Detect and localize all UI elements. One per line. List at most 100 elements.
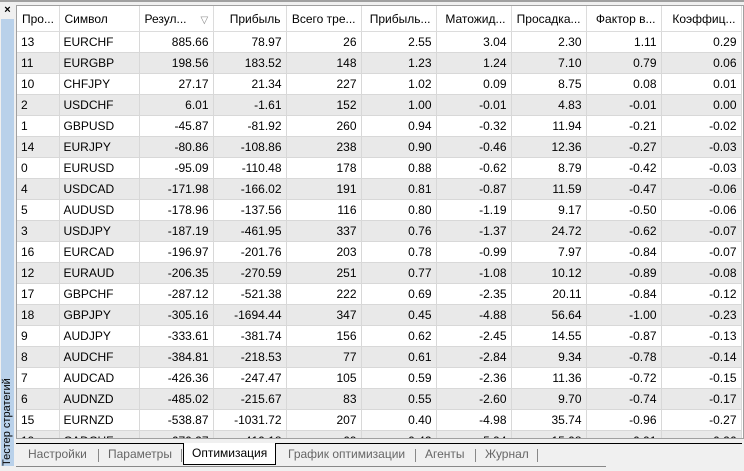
table-cell: 10 (17, 73, 60, 95)
table-cell: 0.61 (361, 346, 437, 368)
table-cell: -538.87 (139, 409, 214, 431)
table-row[interactable]: 7 AUDCAD -426.36 -247.47 105 0.59 -2.36 11.36 -0… (17, 367, 742, 389)
table-cell: -206.35 (139, 262, 214, 284)
table-cell: -0.89 (586, 262, 662, 284)
table-cell: -0.27 (661, 409, 742, 431)
table-cell: 14 (17, 136, 60, 158)
table-cell: EURJPY (59, 136, 140, 158)
table-cell: 198.56 (139, 52, 214, 74)
table-cell: -0.03 (661, 136, 742, 158)
table-cell: 35.74 (511, 409, 587, 431)
tab-1[interactable]: Настройки (28, 447, 87, 461)
close-icon[interactable]: × (4, 4, 11, 16)
table-cell: -0.02 (661, 115, 742, 137)
table-cell: 0 (17, 157, 60, 179)
table-row[interactable]: 2 USDCHF 6.01 -1.61 152 1.00 -0.01 4.83 -0.01 0.0… (17, 94, 742, 116)
column-header[interactable]: Просадка... (511, 6, 587, 32)
table-cell: -1.19 (436, 199, 512, 221)
tab-3[interactable]: Оптимизация (183, 443, 277, 465)
table-cell: AUDCAD (59, 367, 140, 389)
table-cell: 203 (286, 241, 362, 263)
tab-4[interactable]: График оптимизации (288, 447, 406, 461)
table-row[interactable]: 11 EURGBP 198.56 183.52 148 1.23 1.24 7.10 0.79 0… (17, 52, 742, 74)
table-cell: -485.02 (139, 388, 214, 410)
tab-separator (537, 449, 538, 462)
table-cell: EURNZD (59, 409, 140, 431)
table-row[interactable]: 19CADCHF-670.27-410.18690.42-5.9415.08-0… (17, 430, 742, 438)
table-row[interactable]: 17 GBPCHF -287.12 -521.38 222 0.69 -2.35 20.11-… (17, 283, 742, 305)
table-cell: -521.38 (213, 283, 287, 305)
column-header[interactable]: Резул... ▽ (139, 6, 214, 32)
table-row[interactable]: 15 EURNZD -538.87 -1031.72 207 0.40 -4.98 35.74… (17, 409, 742, 431)
table-cell: -0.06 (661, 178, 742, 200)
table-cell: 0.76 (361, 220, 437, 242)
table-cell: -196.97 (139, 241, 214, 263)
table-cell: EURAUD (59, 262, 140, 284)
top-border (0, 0, 744, 2)
table-cell: GBPCHF (59, 283, 140, 305)
column-header[interactable]: Символ (59, 6, 140, 32)
table-cell: -0.26 (661, 430, 742, 438)
table-row[interactable]: 13 EURCHF 885.66 78.97 26 2.55 3.04 2.30 1.11 0.2… (17, 31, 742, 53)
table-cell: CADCHF (59, 430, 140, 438)
table-cell: -2.45 (436, 325, 512, 347)
table-cell: -0.84 (586, 241, 662, 263)
table-cell: 191 (286, 178, 362, 200)
table-row[interactable]: 18 GBPJPY -305.16 -1694.44 347 0.45 -4.88 56.64… (17, 304, 742, 326)
tab-6[interactable]: Журнал (485, 447, 529, 461)
table-cell: -670.27 (139, 430, 214, 438)
column-header[interactable]: Коэффиц... (661, 6, 742, 32)
table-cell: -0.23 (661, 304, 742, 326)
table-row[interactable]: 12 EURAUD -206.35 -270.59 251 0.77 -1.08 10.12-… (17, 262, 742, 284)
column-header[interactable]: Прибыль... (361, 6, 437, 32)
table-cell: 1.11 (586, 31, 662, 53)
sort-descending-icon: ▽ (200, 14, 209, 26)
table-cell: 0.59 (361, 367, 437, 389)
table-row[interactable]: 10 CHFJPY 27.17 21.34 227 1.02 0.09 8.75 0.08 0.0… (17, 73, 742, 95)
table-cell: -0.14 (661, 346, 742, 368)
column-header[interactable]: Фактор в... (586, 6, 662, 32)
column-header[interactable]: Прибыль (213, 6, 287, 32)
table-cell: -410.18 (213, 430, 287, 438)
tab-5[interactable]: Агенты (425, 447, 465, 461)
table-cell: 15 (17, 409, 60, 431)
table-cell: -0.07 (661, 220, 742, 242)
table-cell: 27.17 (139, 73, 214, 95)
table-row[interactable]: 0 EURUSD -95.09 -110.48 178 0.88 -0.62 8.79 -0.4… (17, 157, 742, 179)
table-row[interactable]: 9 AUDJPY -333.61 -381.74 156 0.62 -2.45 14.55 -0… (17, 325, 742, 347)
column-header-label: Просадка... (516, 11, 581, 26)
column-header-label: Матожид... (445, 11, 506, 26)
table-row[interactable]: 1 GBPUSD -45.87 -81.92 260 0.94 -0.32 11.94 -0.2… (17, 115, 742, 137)
table-cell: 8.79 (511, 157, 587, 179)
table-row[interactable]: 6 AUDNZD -485.02 -215.67 83 0.55 -2.60 9.70 -0.7… (17, 388, 742, 410)
table-cell: -0.87 (436, 178, 512, 200)
table-cell: -287.12 (139, 283, 214, 305)
table-cell: -2.35 (436, 283, 512, 305)
column-header[interactable]: Матожид... (436, 6, 512, 32)
table-cell: 17 (17, 283, 60, 305)
table-cell: -1.00 (586, 304, 662, 326)
column-header[interactable]: Про... (17, 6, 60, 32)
table-cell: 6.01 (139, 94, 214, 116)
table-cell: 3.04 (436, 31, 512, 53)
table-cell: 10.12 (511, 262, 587, 284)
table-cell: USDCHF (59, 94, 140, 116)
panel-title-bar[interactable] (1, 19, 14, 466)
table-row[interactable]: 3 USDJPY -187.19 -461.95 337 0.76 -1.37 24.72 -0… (17, 220, 742, 242)
table-cell: -0.15 (661, 367, 742, 389)
tab-2[interactable]: Параметры (108, 447, 172, 461)
table-cell: 885.66 (139, 31, 214, 53)
table-cell: 0.00 (661, 94, 742, 116)
bottom-border (16, 466, 606, 467)
table-row[interactable]: 5 AUDUSD -178.96 -137.56 116 0.80 -1.19 9.17 -0.… (17, 199, 742, 221)
table-cell: 207 (286, 409, 362, 431)
table-cell: -0.42 (586, 157, 662, 179)
table-row[interactable]: 14 EURJPY -80.86 -108.86 238 0.90 -0.46 12.36 -0… (17, 136, 742, 158)
column-header[interactable]: Всего тре... (286, 6, 362, 32)
table-row[interactable]: 8 AUDCHF -384.81 -218.53 77 0.61 -2.84 9.34 -0.7… (17, 346, 742, 368)
table-cell: 0.01 (661, 73, 742, 95)
table-row[interactable]: 4 USDCAD -171.98 -166.02 191 0.81 -0.87 11.59 -0… (17, 178, 742, 200)
table-cell: 238 (286, 136, 362, 158)
table-cell: -0.07 (661, 241, 742, 263)
table-row[interactable]: 16 EURCAD -196.97 -201.76 203 0.78 -0.99 7.97 -0… (17, 241, 742, 263)
